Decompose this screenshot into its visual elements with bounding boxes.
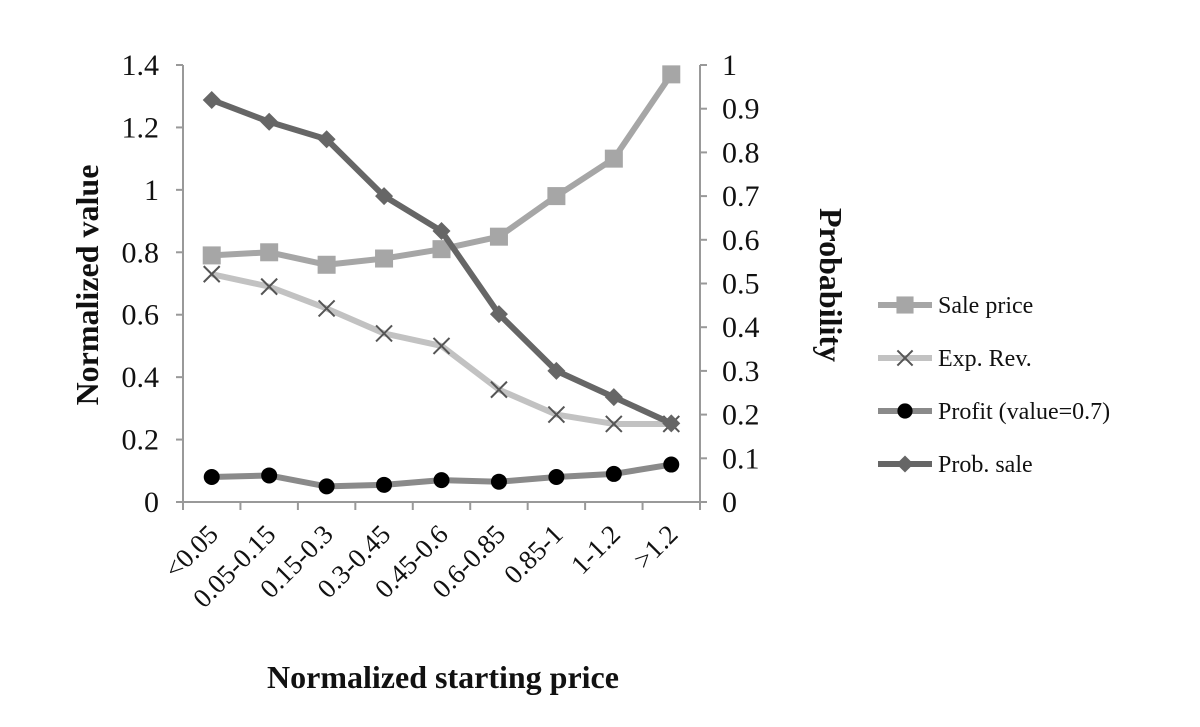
square-marker — [202, 246, 221, 265]
x-marker — [490, 380, 508, 399]
circle-marker — [548, 469, 565, 486]
x-tick-label: >1.2 — [628, 519, 684, 575]
y-right-tick-label: 0.2 — [722, 399, 760, 432]
circle-marker — [490, 473, 507, 490]
circle-marker — [433, 472, 450, 489]
y-right-tick-label: 0.3 — [722, 355, 760, 388]
square-marker — [489, 227, 508, 246]
legend-label: Sale price — [938, 293, 1033, 319]
y-left-tick-label: 0.4 — [122, 361, 160, 394]
circle-marker — [663, 456, 680, 473]
legend-label: Exp. Rev. — [938, 346, 1032, 372]
square-marker — [432, 240, 451, 259]
x-axis-ticks: <0.050.05-0.150.15-0.30.3-0.450.45-0.60.… — [159, 502, 701, 613]
diamond-marker — [432, 222, 451, 241]
x-marker — [547, 405, 566, 424]
circle-marker — [376, 476, 393, 493]
legend: Sale price Exp. Rev. Profit (value=0.7) Pro… — [878, 293, 1110, 478]
y-left-tick-label: 0.2 — [122, 424, 160, 457]
square-marker — [317, 255, 336, 274]
y-right-tick-label: 0.8 — [722, 136, 760, 169]
legend-item: Profit (value=0.7) — [878, 399, 1110, 425]
series-exp-rev — [203, 265, 680, 433]
x-marker-stroke — [547, 405, 566, 424]
square-marker — [260, 243, 279, 262]
series-line — [211, 271, 672, 427]
y-axis-left-title: Normalized value — [69, 165, 105, 406]
y-right-tick-label: 0.9 — [722, 93, 760, 126]
square-marker — [604, 149, 623, 168]
y-right-tick-label: 0.7 — [722, 180, 760, 213]
y-right-tick-label: 1 — [722, 49, 737, 82]
y-left-tick-label: 0.8 — [122, 236, 160, 269]
x-tick-label: 0.85-1 — [498, 519, 569, 590]
y-left-tick-label: 1.4 — [122, 49, 160, 82]
series-line — [210, 97, 673, 427]
diamond-marker — [547, 361, 566, 380]
circle-marker — [203, 469, 220, 486]
diamond-marker — [604, 388, 623, 407]
square-marker — [547, 187, 566, 206]
diamond-marker — [375, 187, 394, 206]
x-marker-stroke — [375, 324, 393, 343]
diamond-marker — [489, 305, 508, 324]
x-marker — [203, 265, 221, 283]
x-axis-title: Normalized starting price — [267, 659, 619, 695]
y-right-tick-label: 0 — [722, 486, 737, 519]
square-marker — [896, 296, 914, 314]
x-marker — [260, 277, 278, 296]
legend-item: Prob. sale — [878, 452, 1033, 478]
x-marker-stroke — [432, 337, 451, 355]
series-layer — [202, 65, 681, 495]
x-marker — [375, 324, 393, 343]
diamond-marker — [202, 90, 221, 109]
circle-marker — [318, 478, 335, 495]
square-marker — [662, 65, 681, 84]
x-marker-stroke — [490, 380, 508, 399]
y-left-tick-label: 1.2 — [122, 111, 160, 144]
right-axis-ticks: 0 0.1 0.2 0.3 0.4 0.5 0.6 0.7 0.8 0.9 1 — [700, 49, 760, 519]
circle-marker — [605, 465, 622, 482]
legend-label: Profit (value=0.7) — [938, 399, 1110, 425]
legend-label: Prob. sale — [938, 452, 1033, 478]
y-right-tick-label: 0.4 — [722, 311, 760, 344]
x-marker-stroke — [317, 299, 336, 318]
diamond-marker — [896, 455, 914, 473]
y-left-tick-label: 0.6 — [122, 299, 160, 332]
diamond-marker — [662, 414, 681, 433]
y-right-tick-label: 0.6 — [722, 224, 760, 257]
legend-item: Exp. Rev. — [878, 346, 1032, 372]
x-marker-stroke — [896, 349, 914, 367]
x-tick-label: 1-1.2 — [565, 519, 626, 580]
y-right-tick-label: 0.5 — [722, 268, 760, 301]
series-sale-price — [202, 65, 681, 274]
square-marker — [375, 249, 394, 268]
y-axis-right-title: Probability — [813, 208, 849, 362]
y-left-tick-label: 0 — [144, 486, 159, 519]
series-profit-value-0-7 — [203, 456, 680, 495]
y-right-tick-label: 0.1 — [722, 442, 760, 475]
x-marker — [432, 337, 451, 355]
left-axis-ticks: 0 0.2 0.4 0.6 0.8 1 1.2 1.4 — [122, 49, 183, 519]
x-marker-stroke — [605, 415, 623, 433]
diamond-marker — [260, 112, 279, 131]
x-marker — [896, 349, 914, 367]
y-left-tick-label: 1 — [144, 174, 159, 207]
circle-marker — [897, 403, 913, 419]
x-marker-stroke — [203, 265, 221, 283]
series-prob-sale — [202, 90, 681, 433]
x-marker — [605, 415, 623, 433]
circle-marker — [261, 467, 278, 484]
x-marker — [317, 299, 336, 318]
x-marker-stroke — [260, 277, 278, 296]
diamond-marker — [317, 130, 336, 149]
legend-item: Sale price — [878, 293, 1033, 319]
